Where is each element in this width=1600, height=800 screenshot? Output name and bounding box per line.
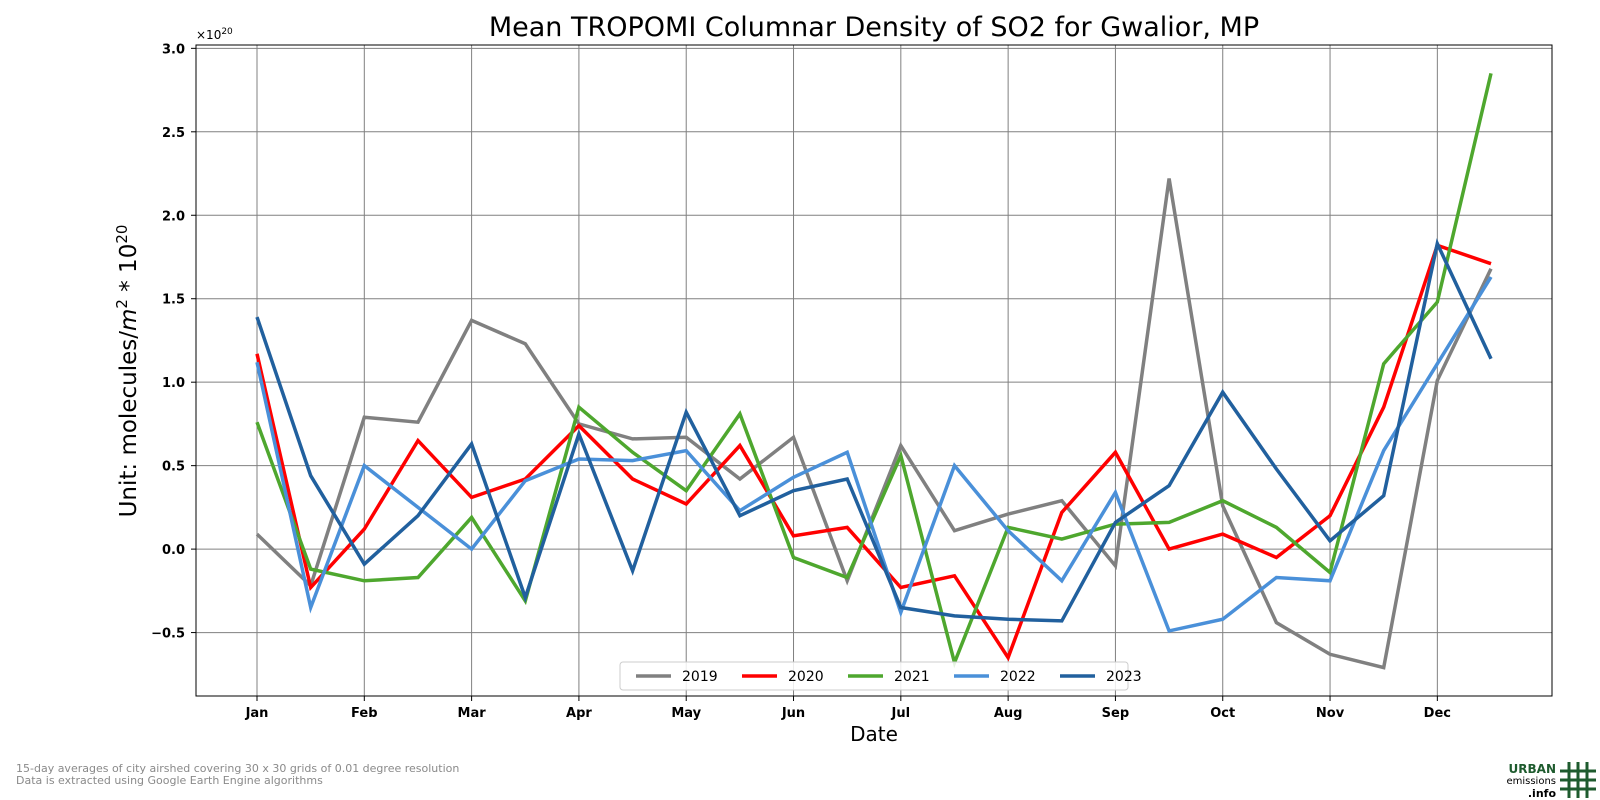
series-lines xyxy=(255,72,1493,670)
y-axis-label-unit-exp: 2 xyxy=(113,299,131,309)
x-tick-label: Jun xyxy=(781,706,805,721)
y-tick-label: 1.5 xyxy=(162,293,185,308)
y-tick-label: 2.5 xyxy=(162,126,185,141)
x-tick-label: Jul xyxy=(891,706,911,721)
x-tick-label: Aug xyxy=(994,706,1023,721)
y-axis-label-unit: m xyxy=(116,309,142,331)
legend-label-2023: 2023 xyxy=(1106,669,1142,685)
x-tick-label: Sep xyxy=(1102,706,1130,721)
series-line-2022 xyxy=(255,276,1493,633)
x-axis: Jan Feb Mar Apr May Jun Jul Aug Sep Oct Nov Dec xyxy=(245,696,1451,721)
plot-frame xyxy=(195,44,1553,697)
footnote-line-2: Data is extracted using Google Earth Eng… xyxy=(16,774,323,787)
logo-word-info: .info xyxy=(1527,787,1556,800)
y-offset-exponent: 20 xyxy=(221,27,233,37)
series-line-2019 xyxy=(255,178,1493,670)
x-tick-label: May xyxy=(671,706,701,721)
logo-word-emissions: emissions xyxy=(1506,776,1556,787)
x-tick-label: Nov xyxy=(1316,706,1345,721)
x-tick-label: Mar xyxy=(458,706,487,721)
y-offset-base: ×10 xyxy=(196,28,221,42)
y-axis: −0.5 0.0 0.5 1.0 1.5 2.0 2.5 3.0 xyxy=(151,42,196,642)
chart-title: Mean TROPOMI Columnar Density of SO2 for… xyxy=(489,12,1259,43)
x-axis-label: Date xyxy=(850,722,898,746)
x-tick-label: Dec xyxy=(1424,706,1451,721)
series-line-2023 xyxy=(255,238,1493,623)
legend-label-2020: 2020 xyxy=(788,669,824,685)
y-tick-label: 0.5 xyxy=(162,460,185,475)
series-line-2021 xyxy=(255,72,1493,669)
y-tick-label: 0.0 xyxy=(162,543,185,558)
x-tick-label: Jan xyxy=(245,706,269,721)
series-line-2020 xyxy=(255,243,1492,662)
y-offset-label: ×1020 xyxy=(196,27,233,42)
y-tick-label: 3.0 xyxy=(162,42,185,57)
logo-word-urban: URBAN xyxy=(1508,762,1556,776)
x-tick-label: Apr xyxy=(566,706,592,721)
y-axis-label: Unit: molecules/m2 * 1020 xyxy=(113,225,142,518)
legend: 2019 2020 2021 2022 2023 xyxy=(619,661,1142,691)
y-axis-label-text: Unit: molecules/ xyxy=(116,331,142,518)
gridlines xyxy=(196,45,1552,696)
legend-label-2021: 2021 xyxy=(894,669,930,685)
y-tick-label: −0.5 xyxy=(151,627,185,642)
legend-label-2022: 2022 xyxy=(1000,669,1036,685)
y-tick-label: 2.0 xyxy=(162,209,185,224)
x-tick-label: Feb xyxy=(351,706,377,721)
y-axis-label-mult-exp: 20 xyxy=(113,225,131,244)
x-tick-label: Oct xyxy=(1210,706,1235,721)
y-axis-label-mult: * 10 xyxy=(116,244,142,299)
y-tick-label: 1.0 xyxy=(162,376,185,391)
legend-label-2019: 2019 xyxy=(682,669,718,685)
footnote-line-1: 15-day averages of city airshed covering… xyxy=(16,762,460,775)
logo-grid-icon xyxy=(1560,762,1596,798)
